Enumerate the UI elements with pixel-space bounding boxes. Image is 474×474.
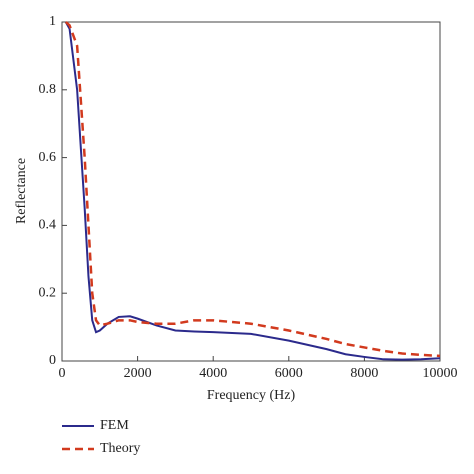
y-tick-label: 0 [49,353,56,368]
y-tick-label: 0.8 [39,82,57,97]
x-axis-label: Frequency (Hz) [207,388,296,403]
legend-label: Theory [100,441,140,456]
y-tick-label: 0.4 [39,218,57,233]
series-line [64,21,441,358]
legend-label: FEM [100,418,129,433]
x-tick-label: 0 [59,366,66,381]
y-axis-label: Reflectance [14,158,29,224]
y-tick-label: 0.2 [39,285,57,300]
x-tick-label: 6000 [275,366,303,381]
x-tick-label: 8000 [350,366,378,381]
plot-frame [61,21,441,362]
x-tick-label: 2000 [124,366,152,381]
x-tick-label: 10000 [423,366,458,381]
y-tick-label: 1 [49,14,56,29]
y-tick-label: 0.6 [39,150,57,165]
series-line [64,21,441,361]
x-tick-label: 4000 [199,366,227,381]
